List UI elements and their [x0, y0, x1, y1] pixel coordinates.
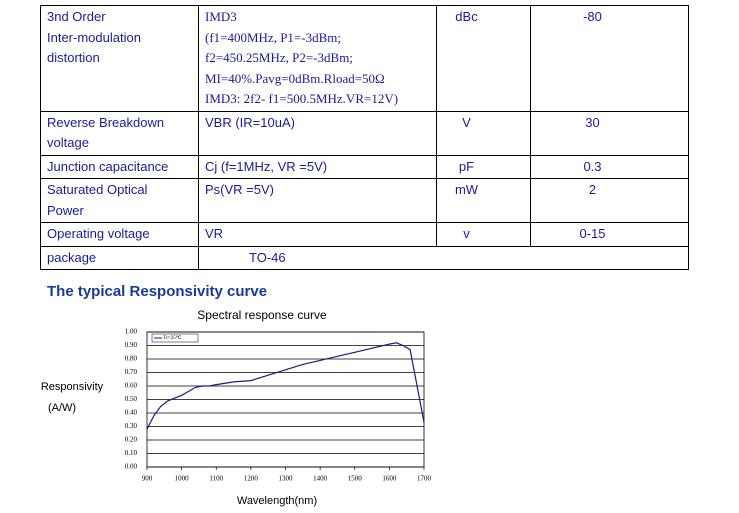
x-tick-label: 900 [142, 475, 153, 483]
table-cell: Ps(VR =5V) [198, 178, 437, 223]
y-tick-label: 0.30 [125, 422, 138, 430]
table-cell: IMD3 (f1=400MHz, P1=-3dBm; f2=450.25MHz,… [198, 5, 437, 112]
y-tick-label: 0.70 [125, 368, 138, 376]
table-cell: v [436, 222, 531, 247]
table-row: package TO-46 [40, 245, 689, 270]
table-cell: Saturated Optical Power [40, 178, 199, 223]
table-cell: pF [436, 154, 531, 179]
table-row: Operating voltage VR v 0-15 [40, 222, 689, 247]
y-tick-label: 0.20 [125, 436, 138, 444]
y-tick-label: 0.40 [125, 409, 138, 417]
y-tick-label: 0.10 [125, 449, 138, 457]
table-cell: 3nd Order Inter-modulation distortion [40, 5, 199, 112]
x-tick-label: 1100 [209, 475, 223, 483]
y-axis-unit: (A/W) [48, 402, 76, 414]
table-cell: Reverse Breakdown voltage [40, 110, 199, 156]
y-tick-label: 0.60 [125, 382, 138, 390]
table-cell: V [436, 110, 531, 156]
table-cell: 30 [530, 110, 689, 156]
y-tick-label: 1.00 [125, 328, 138, 336]
table-cell: VR [198, 222, 437, 247]
x-tick-label: 1000 [175, 475, 190, 483]
x-axis-label: Wavelength(nm) [237, 495, 317, 507]
table-cell: -80 [530, 5, 689, 112]
x-tick-label: 1700 [417, 475, 432, 483]
table-cell: VBR (IR=10uA) [198, 110, 437, 156]
chart-title: Spectral response curve [197, 308, 327, 322]
table-row: Reverse Breakdown voltage VBR (IR=10uA) V 3… [40, 110, 689, 156]
table-row: Saturated Optical Power Ps(VR =5V) mW 2 [40, 178, 689, 223]
data-line [146, 342, 425, 430]
y-tick-label: 0.50 [125, 395, 138, 403]
table-cell: 0-15 [530, 222, 689, 247]
x-tick-label: 1400 [313, 475, 328, 483]
table-cell: mW [436, 178, 531, 223]
table-cell: 2 [530, 178, 689, 223]
table-row: Junction capacitance Cj (f=1MHz, VR =5V) p… [40, 154, 689, 179]
y-tick-label: 0.80 [125, 355, 138, 363]
table-cell: package [40, 245, 199, 270]
x-tick-label: 1200 [244, 475, 259, 483]
plot-frame [146, 331, 425, 468]
table-row: 3nd Order Inter-modulation distortion IMD… [40, 5, 689, 112]
legend-label: Tc=25℃ [163, 335, 182, 341]
x-tick-label: 1600 [382, 475, 397, 483]
y-tick-label: 0.00 [125, 463, 138, 471]
y-axis-label: Responsivity [41, 381, 104, 393]
y-tick-label: 0.90 [125, 341, 138, 349]
section-heading: The typical Responsivity curve [47, 283, 268, 300]
table-cell: Junction capacitance [40, 154, 199, 179]
legend-box [151, 333, 199, 343]
table-cell: Cj (f=1MHz, VR =5V) [198, 154, 437, 179]
table-cell: TO-46 [198, 245, 689, 270]
table-cell: dBc [436, 5, 531, 112]
x-tick-label: 1500 [348, 475, 363, 483]
x-tick-label: 1300 [279, 475, 294, 483]
spec-table: 3nd Order Inter-modulation distortion IMD… [40, 5, 689, 270]
